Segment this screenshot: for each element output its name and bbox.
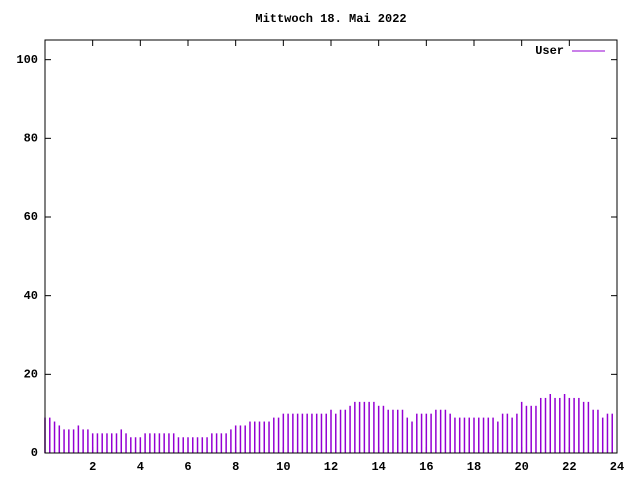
x-tick-label: 2 [89,460,96,474]
x-tick-label: 6 [184,460,191,474]
x-tick-label: 18 [467,460,481,474]
legend-label: User [535,44,564,58]
y-tick-label: 20 [24,368,38,382]
y-tick-label: 0 [31,446,38,460]
y-tick-label: 60 [24,210,38,224]
x-tick-label: 12 [324,460,338,474]
plot-border [44,39,618,454]
x-tick-label: 24 [610,460,624,474]
x-tick-label: 14 [371,460,385,474]
x-tick-label: 20 [514,460,528,474]
y-tick-label: 100 [16,53,38,67]
chart-title: Mittwoch 18. Mai 2022 [255,12,406,26]
y-tick-label: 80 [24,132,38,146]
x-tick-label: 4 [137,460,144,474]
x-tick-label: 8 [232,460,239,474]
x-tick-label: 16 [419,460,433,474]
y-tick-label: 40 [24,289,38,303]
x-tick-label: 10 [276,460,290,474]
x-tick-label: 22 [562,460,576,474]
